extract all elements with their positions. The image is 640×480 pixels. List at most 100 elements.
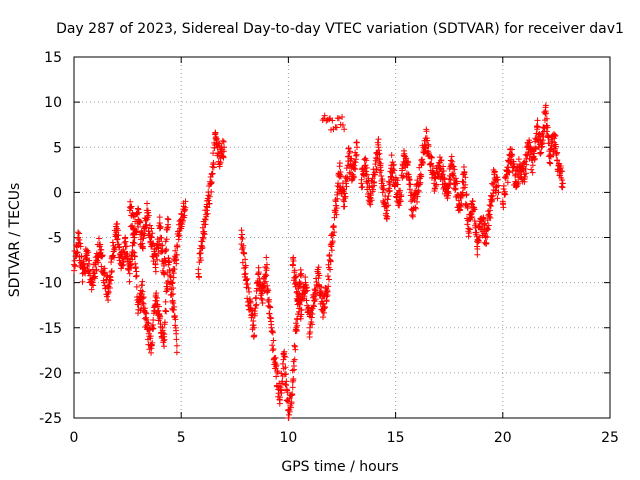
data-point-interp (441, 175, 448, 182)
data-point-interp (126, 278, 133, 285)
data-point-interp (353, 139, 360, 146)
data-point-interp (503, 172, 510, 179)
data-point-interp (290, 258, 297, 265)
data-point-interp (133, 283, 140, 290)
data-point-interp (405, 159, 412, 166)
data-point-interp (312, 286, 319, 293)
data-point-interp (553, 150, 560, 157)
data-point-interp (466, 226, 473, 233)
data-point-interp (163, 308, 170, 315)
data-point-interp (475, 237, 482, 244)
data-point-interp (394, 181, 401, 188)
data-point-interp (558, 183, 565, 190)
data-point-interp (137, 219, 144, 226)
data-point-interp (128, 203, 135, 210)
data-point-interp (298, 307, 305, 314)
data-point-interp (334, 195, 341, 202)
x-tick-label: 10 (279, 430, 297, 446)
data-point-interp (139, 278, 146, 285)
data-point-interp (451, 166, 458, 173)
data-point-interp (158, 249, 165, 256)
data-point-interp (515, 156, 522, 163)
data-point-interp (291, 342, 298, 349)
data-point-interp (115, 232, 122, 239)
data-point-interp (303, 285, 310, 292)
data-point-interp (220, 148, 227, 155)
data-point-interp (161, 319, 168, 326)
data-point-interp (529, 169, 536, 176)
data-point-interp (149, 339, 156, 346)
data-point-interp (500, 182, 507, 189)
data-point-interp (532, 145, 539, 152)
data-point-interp (292, 273, 299, 280)
data-point-interp (341, 203, 348, 210)
data-point-interp (310, 303, 317, 310)
data-point-interp (195, 266, 202, 273)
data-point-interp (269, 347, 276, 354)
data-point-interp (133, 228, 140, 235)
data-point-interp (264, 282, 271, 289)
data-point-interp (414, 193, 421, 200)
data-point-interp (464, 221, 471, 228)
data-point-interp (528, 166, 535, 173)
data-point-interp (115, 244, 122, 251)
data-point-interp (144, 200, 151, 207)
data-point-interp (415, 188, 422, 195)
data-point-interp (494, 195, 501, 202)
data-point-interp (284, 389, 291, 396)
data-point-interp (79, 278, 86, 285)
data-point-interp (358, 176, 365, 183)
data-point-interp (448, 153, 455, 160)
data-point-interp (289, 262, 296, 269)
data-point-interp (343, 183, 350, 190)
data-point-interp (326, 276, 333, 283)
data-point-interp (542, 110, 549, 117)
data-point-interp (490, 181, 497, 188)
data-point-interp (297, 301, 304, 308)
data-point-interp (76, 230, 83, 237)
data-point-interp (140, 300, 147, 307)
data-point-interp (152, 268, 159, 275)
data-point-interp (347, 148, 354, 155)
data-point-interp (196, 250, 203, 257)
data-point-interp (342, 193, 349, 200)
data-point-interp (161, 331, 168, 338)
data-point-interp (161, 336, 168, 343)
data-point-interp (412, 204, 419, 211)
data-point-interp (101, 265, 108, 272)
data-point-interp (262, 271, 269, 278)
x-tick-label: 0 (70, 430, 79, 446)
data-point-interp (263, 254, 270, 261)
data-point-interp (291, 356, 298, 363)
data-point-interp (397, 187, 404, 194)
data-point-interp (513, 167, 520, 174)
data-point-interp (304, 287, 311, 294)
data-point-interp (140, 294, 147, 301)
data-point-interp (201, 231, 208, 238)
data-point-interp (212, 130, 219, 137)
data-point-interp (241, 265, 248, 272)
data-point-interp (495, 182, 502, 189)
data-point-interp (155, 303, 162, 310)
y-tick-label: 15 (44, 50, 62, 66)
data-point-interp (219, 137, 226, 144)
data-point-interp (419, 159, 426, 166)
data-point-interp (164, 285, 171, 292)
y-tick-label: 5 (53, 140, 62, 156)
data-point-interp (335, 115, 342, 122)
data-point-interp (168, 291, 175, 298)
data-point-interp (349, 175, 356, 182)
data-point-interp (367, 201, 374, 208)
data-point-interp (379, 185, 386, 192)
data-point-interp (162, 298, 169, 305)
data-point-interp (107, 277, 114, 284)
data-point-interp (271, 359, 278, 366)
data-point-interp (309, 321, 316, 328)
data-point-interp (506, 169, 513, 176)
y-tick-label: 10 (44, 95, 62, 111)
data-point-interp (320, 300, 327, 307)
data-point (169, 279, 176, 286)
data-point-interp (173, 336, 180, 343)
data-point-interp (487, 203, 494, 210)
data-point-interp (278, 389, 285, 396)
